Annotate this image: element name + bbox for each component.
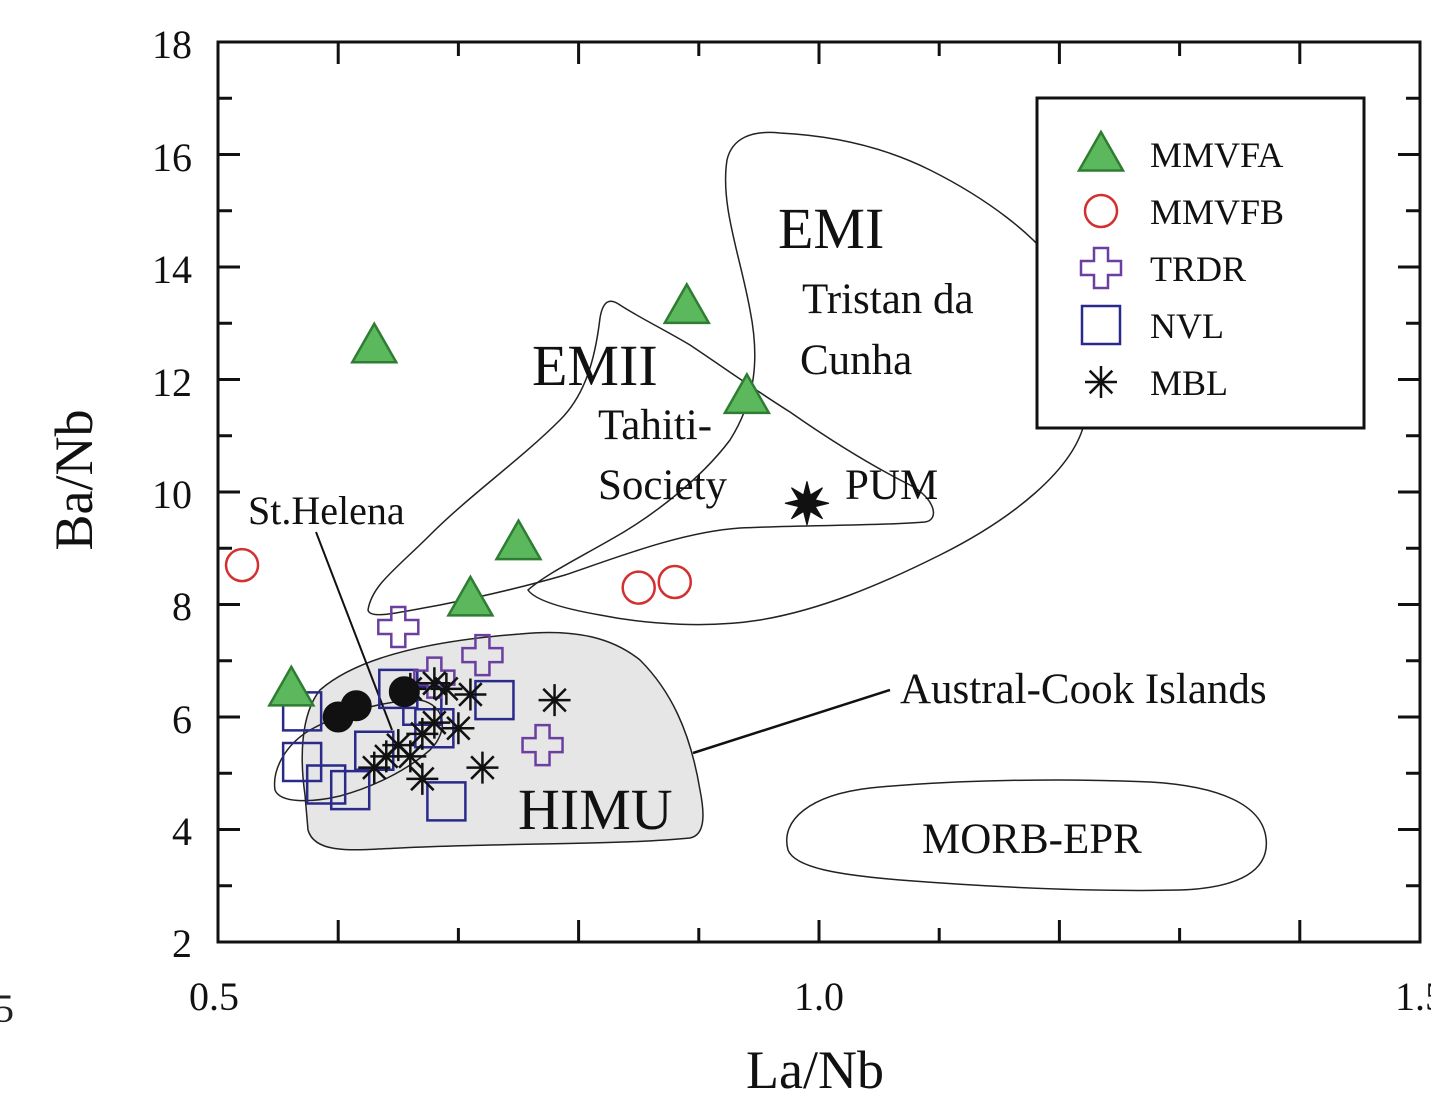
legend-marker-mmvfb xyxy=(1083,193,1119,229)
point-mbl xyxy=(394,740,427,773)
point-nvl xyxy=(329,769,371,811)
y-tick-label: 6 xyxy=(172,697,192,742)
point-mbl xyxy=(538,684,571,717)
point-mbl xyxy=(454,678,487,711)
asterisk-stroke xyxy=(422,710,447,735)
point-mmvfa xyxy=(662,281,711,325)
data-marks xyxy=(224,281,830,822)
asterisk-stroke xyxy=(446,716,471,741)
morb-epr-label: MORB-EPR xyxy=(922,816,1142,863)
asterisk-stroke xyxy=(542,687,567,713)
asterisk-stroke xyxy=(422,671,447,696)
point-mbl xyxy=(430,672,463,705)
tristan-label: Tristan da xyxy=(802,276,974,323)
y-tick-label: 10 xyxy=(152,472,192,517)
x-tick-label: 1.0 xyxy=(794,974,844,1019)
legend-label-trdr: TRDR xyxy=(1150,249,1246,289)
y-tick-label: 12 xyxy=(152,360,192,405)
point-mbl xyxy=(418,667,451,700)
point-trdr xyxy=(521,723,564,767)
y-tick-label: 14 xyxy=(152,247,192,292)
axis-ticks xyxy=(216,40,1422,944)
x-tick-label: 1.5 xyxy=(1395,974,1431,1019)
asterisk-stroke xyxy=(410,766,435,792)
point-nvl xyxy=(305,764,347,805)
point-mbl xyxy=(442,712,475,745)
x-axis-label: La/Nb xyxy=(746,1040,884,1099)
emii-label: EMII xyxy=(532,333,658,398)
asterisk-stroke xyxy=(386,732,411,758)
point-mmvfa xyxy=(350,321,399,364)
point-mmvfb xyxy=(657,564,693,600)
pum-star xyxy=(784,481,830,526)
y-tick-label: 16 xyxy=(152,135,192,180)
cunha-label: Cunha xyxy=(800,337,912,384)
stray-mark: 5 xyxy=(0,986,14,1031)
austral-cook-leader xyxy=(692,688,891,755)
y-tick-label: 8 xyxy=(172,584,192,629)
point-mmvfa xyxy=(267,664,316,707)
legend-marker-nvl xyxy=(1080,304,1122,346)
point-mbl xyxy=(418,706,451,739)
y-tick-label: 18 xyxy=(152,22,192,67)
pum-label: PUM xyxy=(845,462,938,509)
asterisk-stroke xyxy=(434,676,459,702)
filled-circle-point xyxy=(340,690,372,722)
legend-label-mbl: MBL xyxy=(1150,363,1228,403)
point-mmvfa xyxy=(722,371,772,415)
himu-label: HIMU xyxy=(518,777,673,842)
st-helena-label: St.Helena xyxy=(248,488,405,533)
asterisk-stroke xyxy=(1088,369,1114,395)
society-label: Society xyxy=(598,462,727,509)
legend-marker-mbl xyxy=(1085,366,1117,398)
point-mmvfb xyxy=(224,547,260,583)
point-mbl xyxy=(466,751,499,784)
emi-field xyxy=(527,131,1088,626)
y-tick-label: 2 xyxy=(172,921,192,966)
legend-label-nvl: NVL xyxy=(1150,306,1224,346)
asterisk-stroke xyxy=(470,755,495,780)
legend-label-mmvfb: MMVFB xyxy=(1150,192,1284,232)
filled-circle-point xyxy=(388,676,420,708)
emii-field xyxy=(367,300,935,616)
asterisk-stroke xyxy=(398,744,423,769)
point-trdr xyxy=(413,656,456,699)
point-mbl xyxy=(406,762,439,795)
legend: MMVFA MMVFB TRDR NVL MBL xyxy=(1035,96,1366,430)
point-mmvfa xyxy=(446,574,495,617)
asterisk-stroke xyxy=(458,682,483,707)
legend-marker-trdr xyxy=(1079,246,1123,290)
point-mmvfa xyxy=(494,518,543,561)
y-tick-label: 4 xyxy=(172,809,192,854)
austral-cook-label: Austral-Cook Islands xyxy=(900,666,1267,713)
legend-label-mmvfa: MMVFA xyxy=(1150,135,1283,175)
morb-epr-field xyxy=(786,779,1268,892)
y-axis-label: Ba/Nb xyxy=(44,410,104,551)
emi-label: EMI xyxy=(778,196,884,261)
tahiti-label: Tahiti- xyxy=(598,402,712,449)
point-mbl xyxy=(358,751,391,784)
legend-marker-mmvfa xyxy=(1076,129,1126,172)
x-tick-label: 0.5 xyxy=(189,974,239,1019)
point-mmvfb xyxy=(621,570,656,605)
point-nvl xyxy=(281,741,323,783)
point-trdr xyxy=(377,605,420,649)
point-nvl xyxy=(426,781,467,822)
point-trdr xyxy=(461,633,504,677)
